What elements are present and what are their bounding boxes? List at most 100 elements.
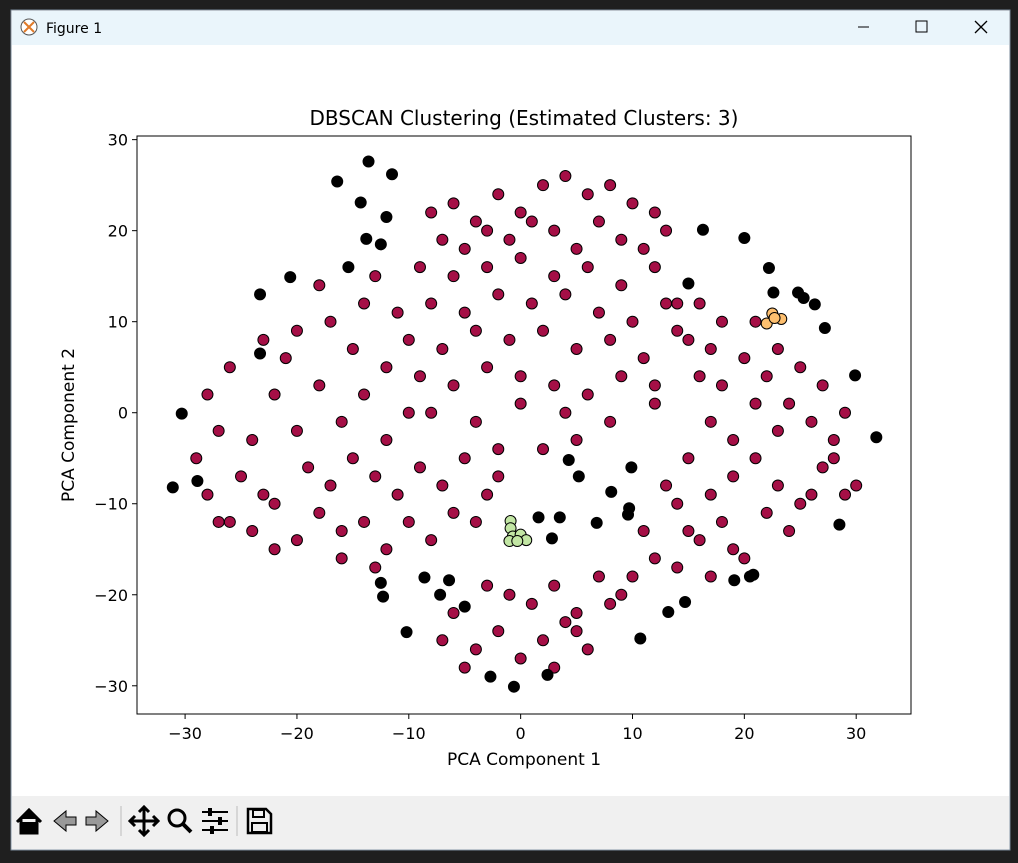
scatter-point	[727, 470, 740, 483]
scatter-point	[331, 175, 344, 188]
scatter-point	[783, 525, 796, 538]
scatter-point	[235, 470, 248, 483]
scatter-point	[369, 270, 382, 283]
back-button[interactable]	[53, 809, 77, 833]
scatter-point	[715, 515, 728, 528]
pan-button[interactable]	[127, 804, 161, 838]
scatter-point	[548, 661, 561, 674]
scatter-point	[693, 534, 706, 547]
scatter-point	[503, 333, 516, 346]
scatter-point	[767, 286, 780, 299]
scatter-point	[514, 370, 527, 383]
scatter-point	[727, 434, 740, 447]
scatter-point	[696, 223, 709, 236]
scatter-point	[660, 479, 673, 492]
scatter-point	[849, 369, 862, 382]
scatter-point	[648, 552, 661, 565]
window	[10, 9, 1011, 851]
scatter-point	[749, 452, 762, 465]
scatter-point	[313, 279, 326, 292]
scatter-point	[771, 342, 784, 355]
scatter-point	[492, 625, 505, 638]
scatter-point	[615, 588, 628, 601]
scatter-point	[402, 333, 415, 346]
scatter-point	[827, 452, 840, 465]
scatter-point	[626, 570, 639, 583]
scatter-point	[570, 242, 583, 255]
x-tick-label: −30	[168, 724, 202, 743]
scatter-point	[481, 261, 494, 274]
scatter-point	[360, 232, 373, 245]
scatter-point	[514, 652, 527, 665]
y-axis-label: PCA Component 2	[59, 348, 79, 502]
scatter-point	[514, 206, 527, 219]
scatter-point	[362, 155, 375, 168]
scatter-point	[660, 224, 673, 237]
scatter-point	[201, 388, 214, 401]
scatter-point	[816, 461, 829, 474]
home-button[interactable]	[15, 807, 43, 835]
scatter-point	[166, 481, 179, 494]
zoom-button[interactable]	[167, 808, 193, 834]
scatter-point	[391, 306, 404, 319]
y-tick-label: 20	[108, 222, 128, 241]
scatter-point	[447, 379, 460, 392]
scatter-point	[425, 206, 438, 219]
save-button[interactable]	[246, 807, 273, 835]
scatter-point	[537, 179, 550, 192]
scatter-point	[492, 443, 505, 456]
app-icon	[20, 18, 38, 36]
scatter-point	[380, 211, 393, 224]
scatter-point	[738, 552, 751, 565]
scatter-point	[380, 543, 393, 556]
scatter-point	[570, 606, 583, 619]
scatter-point	[469, 215, 482, 228]
scatter-point	[443, 574, 456, 587]
close-button[interactable]	[974, 20, 988, 34]
configure-button[interactable]	[202, 808, 228, 834]
scatter-point	[548, 379, 561, 392]
scatter-point	[682, 525, 695, 538]
scatter-point	[715, 315, 728, 328]
scatter-point	[369, 561, 382, 574]
scatter-point	[346, 452, 359, 465]
toolbar	[12, 796, 1009, 849]
scatter-point	[728, 574, 741, 587]
scatter-point	[418, 571, 431, 584]
scatter-point	[570, 342, 583, 355]
scatter-point	[738, 231, 751, 244]
scatter-point	[436, 233, 449, 246]
scatter-point	[335, 552, 348, 565]
scatter-point	[605, 485, 618, 498]
scatter-point	[768, 312, 781, 325]
scatter-point	[548, 270, 561, 283]
scatter-point	[559, 616, 572, 629]
scatter-point	[693, 370, 706, 383]
scatter-point	[469, 515, 482, 528]
maximize-button[interactable]	[915, 20, 928, 33]
scatter-point	[324, 479, 337, 492]
scatter-point	[671, 324, 684, 337]
scatter-point	[492, 288, 505, 301]
scatter-point	[671, 297, 684, 310]
scatter-point	[324, 315, 337, 328]
scatter-point	[290, 534, 303, 547]
scatter-point	[590, 516, 603, 529]
scatter-point	[279, 352, 292, 365]
scatter-point	[290, 324, 303, 337]
forward-button[interactable]	[85, 809, 109, 833]
scatter-point	[458, 306, 471, 319]
scatter-point	[358, 388, 371, 401]
scatter-point	[313, 506, 326, 519]
scatter-point	[302, 461, 315, 474]
scatter-point	[537, 443, 550, 456]
scatter-point	[592, 570, 605, 583]
scatter-point	[671, 497, 684, 510]
y-tick-label: 30	[108, 131, 128, 150]
scatter-point	[380, 434, 393, 447]
scatter-point	[760, 506, 773, 519]
scatter-point	[507, 680, 520, 693]
scatter-point	[525, 215, 538, 228]
scatter-point	[615, 233, 628, 246]
scatter-point	[447, 606, 460, 619]
